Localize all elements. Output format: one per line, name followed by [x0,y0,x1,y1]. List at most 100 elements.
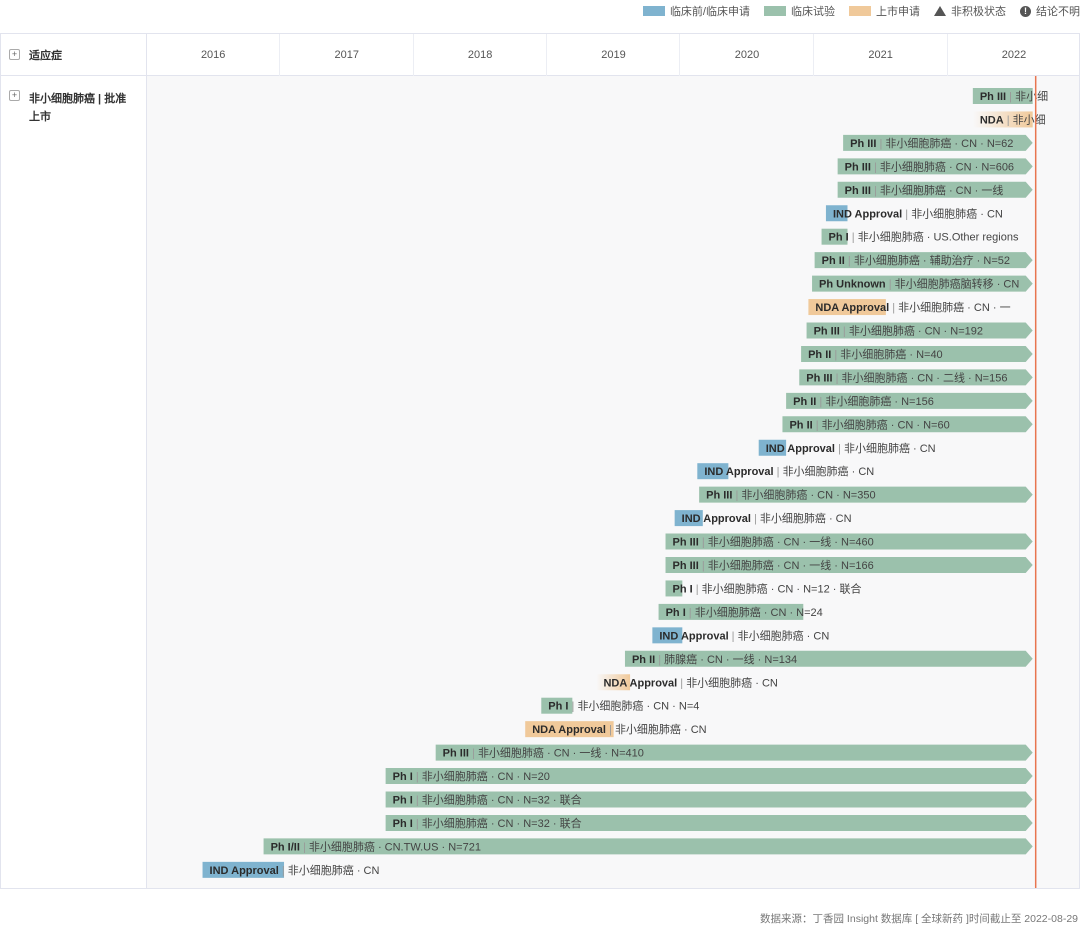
detail-label: 非小细胞肺癌 · CN [288,863,380,877]
phase-label: NDA Approval [603,677,677,689]
bar-shape [825,205,848,222]
pipeline-bar: Ph III | 非小细胞肺癌 · CN · N=350 [699,486,1033,503]
detail-label: 非小细胞肺癌 · CN · 一线 [880,183,1003,197]
year-tick-label: 2019 [547,34,681,76]
exclamation-icon: ! [1020,5,1031,17]
pipeline-bar: IND Approval | 非小细胞肺癌 · CN [674,510,852,527]
separator: | [813,419,822,431]
pipeline-bar: Ph I | 非小细胞肺癌 · US.Other regions [821,228,1019,245]
pipeline-bar: Ph III | 非小细胞肺癌 · CN · 一线 [837,181,1033,198]
pipeline-bar: Ph II | 非小细胞肺癌 · 辅助治疗 · N=52 [814,252,1033,269]
phase-label: Ph II [793,396,816,408]
phase-label: NDA Approval [532,724,606,736]
separator: | [833,372,842,384]
separator: | [871,185,880,197]
pipeline-bar: Ph III | 非小细 [972,88,1048,104]
phase-label: Ph I [829,232,849,244]
phase-label: Ph III [845,161,871,173]
phase-label: IND Approval [766,443,835,455]
phase-label: Ph III [845,185,871,197]
detail-label: 非小细 [1013,113,1046,126]
bar-label: NDA Approval | 非小细胞肺癌 · CN [603,675,777,689]
bar-shape [821,228,848,245]
legend-label: 上市申请 [876,6,920,18]
pipeline-bar: Ph III | 非小细胞肺癌 · CN · 一线 · N=166 [665,557,1033,573]
pipeline-bar: Ph III | 非小细胞肺癌 · CN · 一线 · N=460 [665,533,1033,550]
bar-label: Ph III | 非小细胞肺癌 · CN · 一线 · N=460 [673,535,874,549]
legend-item: 上市申请 [849,3,920,19]
detail-label: 非小细胞肺癌 · CN · N=350 [741,488,875,502]
bar-label: Ph III | 非小细胞肺癌 · CN · 二线 · N=156 [806,370,1007,384]
plot-area: Ph III | 非小细 NDA | 非小细 Ph III | 非小细胞肺癌 · C… [147,76,1079,888]
detail-label: 非小细胞肺癌 · N=40 [840,347,942,361]
separator: | [835,443,844,455]
bar-shape [652,627,683,644]
detail-label: 非小细胞肺癌 · CN · N=606 [880,159,1014,173]
separator: | [902,208,911,220]
detail-label: 非小细 [1015,90,1048,103]
pipeline-bar: Ph I | 非小细胞肺癌 · CN · N=12 · 联合 [665,580,862,597]
pipeline-bar: IND Approval | 非小细胞肺癌 · CN [652,627,829,644]
pipeline-bar: Ph II | 非小细胞肺癌 · N=40 [801,345,1033,362]
pipeline-bar: IND Approval | 非小细胞肺癌 · CN [758,439,936,456]
bar-label: IND Approval | 非小细胞肺癌 · CN [704,464,874,478]
year-header: 2016 2017 2018 2019 2020 2021 2022 [147,34,1079,76]
phase-label: IND Approval [833,208,902,220]
detail-label: 非小细胞肺癌 · CN · N=32 · 联合 [422,816,582,830]
separator: | [413,818,422,830]
phase-label: IND Approval [704,466,773,478]
legend-label: 非积极状态 [951,6,1006,18]
pipeline-bar: IND Approval | 非小细胞肺癌 · CN [825,205,1003,222]
separator: | [655,654,664,666]
phase-label: Ph I [548,701,568,713]
bar-label: Ph III | 非小细胞肺癌 · CN · N=192 [814,324,983,338]
phase-label: Ph I [393,771,413,783]
separator: | [413,795,422,807]
bar-shape [665,580,683,597]
legend-swatch [764,6,786,16]
pipeline-bar: NDA Approval | 非小细胞肺癌 · CN [596,674,778,691]
bar-label: Ph III | 非小细胞肺癌 · CN · N=606 [845,159,1014,173]
pipeline-bar: Ph III | 非小细胞肺癌 · CN · N=192 [806,322,1033,339]
separator: | [816,396,825,408]
expand-row-icon[interactable]: + [9,90,20,101]
separator: | [699,560,708,572]
detail-label: 非小细胞肺癌 · CN · N=4 [577,699,699,713]
detail-label: 非小细胞肺癌 · CN · N=62 [885,136,1013,150]
phase-label: NDA Approval [815,302,889,314]
bar-label: Ph Unknown | 非小细胞肺癌脑转移 · CN [819,277,1019,291]
bar-label: Ph III | 非小细胞肺癌 · CN · 一线 · N=410 [443,746,644,760]
detail-label: 非小细胞肺癌 · N=156 [825,394,934,408]
detail-label: 非小细胞肺癌 · CN [911,206,1003,220]
bar-label: Ph III | 非小细胞肺癌 · CN · 一线 [845,183,1004,197]
separator: | [729,630,738,642]
year-tick-label: 2022 [948,34,1079,76]
bar-shape [665,533,1033,550]
phase-label: Ph III [673,560,699,572]
bar-label: IND Approval | 非小细胞肺癌 · CN [210,863,380,877]
pipeline-bar: Ph I | 非小细胞肺癌 · CN · N=24 [658,603,823,620]
bar-shape [665,557,1033,573]
bar-shape [808,299,886,316]
bar-shape [806,322,1033,339]
detail-label: 非小细胞肺癌 · CN [686,675,778,689]
detail-label: 非小细胞肺癌 · CN · N=32 · 联合 [422,793,582,807]
phase-label: Ph I [666,607,686,619]
legend-item: 非积极状态 [934,3,1006,19]
bar-shape [202,861,285,878]
pipeline-bar: Ph I | 非小细胞肺癌 · CN · N=32 · 联合 [385,791,1033,808]
bar-shape [541,697,573,714]
bar-label: Ph II | 非小细胞肺癌 · N=40 [808,347,943,361]
legend-item: 临床试验 [764,3,835,19]
bar-shape [596,674,631,691]
detail-label: 非小细胞肺癌 · CN.TW.US · N=721 [309,839,481,853]
pipeline-bar: Ph I/II | 非小细胞肺癌 · CN.TW.US · N=721 [263,838,1033,855]
bar-label: Ph I | 非小细胞肺癌 · CN · N=20 [393,769,550,783]
pipeline-bar: Ph II | 非小细胞肺癌 · N=156 [786,392,1033,409]
detail-label: 非小细胞肺癌 · 辅助治疗 · N=52 [854,253,1010,267]
indication-label: 非小细胞肺癌 | 批准上市 [29,93,127,123]
phase-label: Ph I/II [271,841,300,853]
expand-all-icon[interactable]: + [9,49,20,60]
detail-label: 非小细胞肺癌 · CN · N=24 [695,605,823,619]
pipeline-bar: NDA Approval | 非小细胞肺癌 · CN [525,721,707,738]
